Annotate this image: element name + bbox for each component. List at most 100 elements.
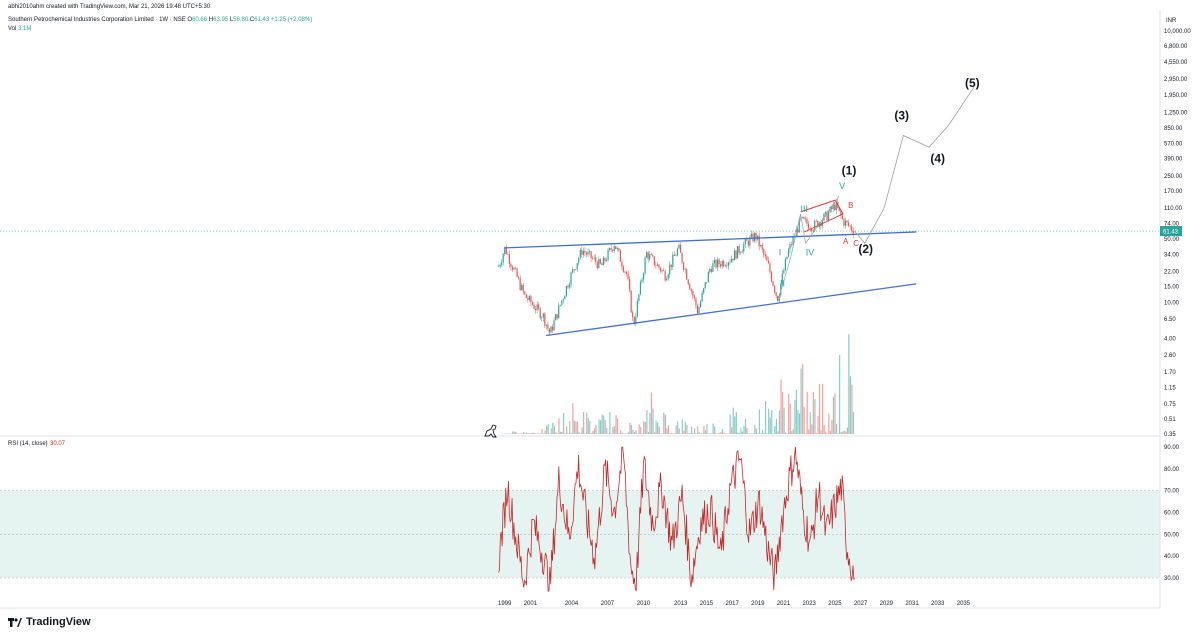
candle-body — [644, 257, 646, 274]
volume-bar — [609, 412, 611, 434]
volume-bar — [795, 389, 798, 434]
volume-bar — [792, 429, 794, 434]
price-tick-label: 50.00 — [1164, 237, 1180, 243]
candle-body — [763, 249, 765, 255]
candle-body — [812, 230, 814, 232]
candle-body — [747, 240, 749, 246]
candle-body — [740, 252, 742, 254]
price-tick-label: 74.00 — [1164, 222, 1180, 228]
rsi-tick-label: 70.00 — [1164, 489, 1180, 495]
candle-body — [838, 208, 840, 211]
volume-bar — [737, 432, 739, 434]
candle-body — [784, 259, 786, 271]
candle-body — [636, 300, 638, 317]
volume-legend: Vol 3.1M — [8, 26, 31, 32]
volume-bar — [712, 423, 714, 434]
candle-body — [831, 206, 833, 210]
volume-bar — [564, 433, 566, 434]
volume-bar — [666, 428, 668, 434]
volume-bar — [552, 422, 554, 434]
candle-body — [632, 312, 634, 318]
replay-dino-icon[interactable] — [484, 424, 497, 438]
candle-body — [787, 249, 790, 257]
price-tick-label: 1,950.00 — [1164, 93, 1188, 99]
candle-body — [773, 285, 776, 293]
volume-bar — [786, 433, 788, 434]
candle-body — [720, 264, 722, 267]
time-tick-label: 2004 — [565, 601, 579, 607]
candle-body — [829, 206, 831, 213]
volume-bar — [529, 433, 531, 434]
candle-body — [721, 261, 723, 267]
volume-bar — [678, 428, 680, 434]
volume-bar — [606, 427, 608, 434]
volume-bar — [635, 430, 637, 434]
volume-bar — [778, 410, 781, 434]
candle-body — [686, 269, 688, 280]
volume-bar — [723, 432, 725, 434]
time-tick-label: 1999 — [498, 601, 512, 607]
volume-bar — [686, 424, 688, 434]
volume-bar — [761, 430, 764, 434]
candle-body — [741, 251, 743, 253]
candle-body — [551, 326, 554, 331]
candle-body — [511, 266, 514, 270]
candle-body — [695, 298, 697, 306]
price-tick-label: 1.15 — [1164, 385, 1176, 391]
candle-body — [613, 246, 615, 251]
volume-bar — [840, 432, 842, 434]
candle-body — [573, 269, 575, 270]
volume-bar — [596, 433, 599, 434]
candle-body — [667, 274, 669, 279]
volume-bar — [749, 433, 751, 434]
volume-value: 3.1M — [18, 26, 32, 32]
volume-bar — [825, 431, 827, 434]
candle-body — [716, 259, 719, 268]
candle-body — [770, 272, 773, 282]
candle-body — [800, 217, 802, 219]
volume-bar — [632, 429, 634, 434]
volume-bar — [828, 413, 830, 434]
wave-label-A: A — [843, 237, 849, 246]
volume-bar — [715, 433, 717, 434]
rsi-tick-label: 80.00 — [1164, 467, 1180, 473]
volume-bar — [785, 432, 787, 434]
candle-body — [687, 279, 689, 285]
candle-body — [559, 304, 561, 306]
last-price-label: 61.43 — [1163, 230, 1179, 236]
currency-label: INR — [1166, 18, 1177, 24]
price-tick-label: 22.00 — [1164, 269, 1180, 275]
candle-body — [724, 265, 726, 267]
volume-bar — [544, 430, 546, 434]
candle-body — [804, 218, 807, 220]
volume-bar — [669, 433, 671, 434]
candle-body — [629, 279, 631, 291]
volume-bar — [578, 432, 580, 434]
candle-body — [807, 223, 810, 229]
candle-body — [790, 244, 793, 246]
volume-bar — [831, 419, 833, 434]
volume-bar — [615, 415, 617, 434]
candle-body — [641, 279, 643, 282]
candle-body — [531, 302, 534, 305]
candle-body — [599, 259, 601, 264]
candle-body — [729, 262, 731, 263]
volume-bar — [535, 433, 537, 434]
time-tick-label: 2007 — [601, 601, 615, 607]
candle-body — [565, 285, 568, 296]
volume-bar — [755, 428, 757, 434]
volume-bar — [512, 431, 514, 434]
candle-body — [777, 295, 779, 302]
volume-bar — [851, 384, 853, 434]
volume-bar — [820, 430, 822, 434]
time-tick-label: 2025 — [828, 601, 842, 607]
volume-bar — [663, 412, 665, 434]
volume-bar — [504, 433, 506, 434]
volume-bar — [769, 417, 771, 434]
volume-bar — [547, 424, 549, 434]
candle-body — [718, 259, 720, 265]
volume-bar — [542, 433, 545, 434]
volume-bar — [848, 334, 850, 434]
